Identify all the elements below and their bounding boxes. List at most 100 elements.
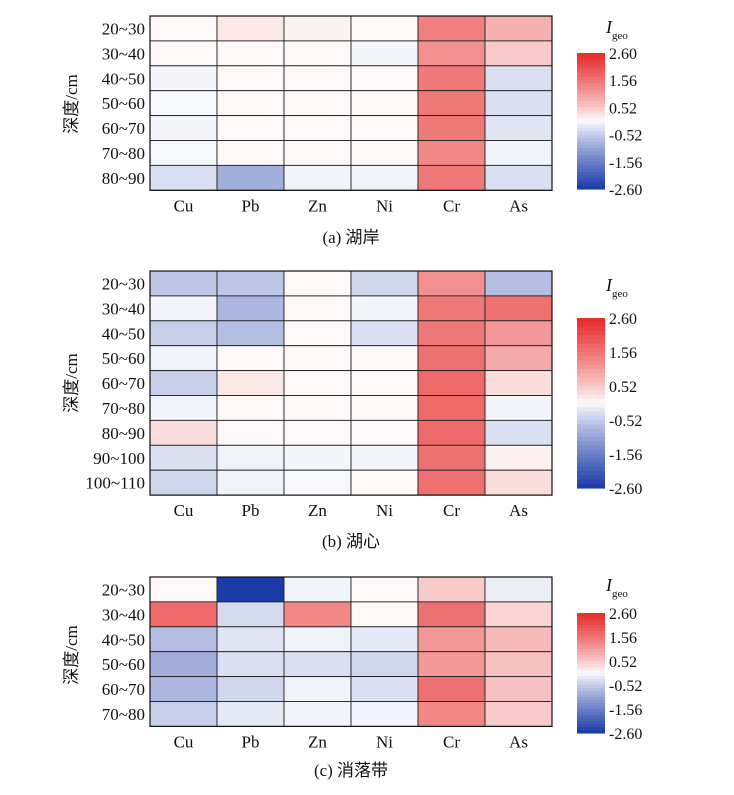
colorbar-step — [577, 148, 605, 153]
heatmap-cell — [283, 395, 352, 421]
colorbar-step — [577, 667, 605, 671]
column-label: Ni — [376, 501, 393, 520]
column-label: Pb — [242, 196, 260, 215]
colorbar-step — [577, 124, 605, 129]
heatmap-cell — [216, 115, 285, 141]
heatmap-cell — [350, 115, 419, 141]
colorbar-tick-label: 1.56 — [609, 73, 637, 90]
colorbar-step — [577, 643, 605, 647]
heatmap-cell — [283, 444, 352, 471]
heatmap-cell — [484, 140, 553, 166]
colorbar-step — [577, 117, 605, 122]
colorbar-step — [577, 483, 605, 489]
row-label: 40~50 — [102, 630, 145, 649]
heatmap-cell — [283, 345, 352, 372]
colorbar-tick-label: 1.56 — [609, 630, 637, 647]
heatmap-cell — [417, 469, 486, 496]
row-label: 60~70 — [102, 119, 145, 138]
colorbar-step — [577, 100, 605, 105]
colorbar-tick-label: 2.60 — [609, 46, 637, 63]
heatmap-cell — [417, 651, 486, 678]
colorbar-step — [577, 121, 605, 125]
panel-caption: (a) 湖岸 — [322, 228, 379, 247]
heatmap-cell — [283, 469, 352, 496]
column-label: As — [509, 732, 528, 751]
heatmap-cell — [484, 419, 553, 446]
colorbar-step — [577, 360, 605, 366]
colorbar-tick-label: 0.52 — [609, 100, 637, 117]
heatmap-cell — [149, 140, 218, 166]
heatmap-cell — [417, 576, 486, 603]
colorbar-step — [577, 93, 605, 98]
colorbar-step — [577, 104, 605, 108]
heatmap-border — [149, 270, 553, 496]
colorbar-title-main: I — [605, 275, 613, 295]
colorbar-step — [577, 386, 605, 391]
colorbar-step — [577, 449, 605, 455]
heatmap-cell — [417, 701, 486, 727]
heatmap-cell — [417, 40, 486, 67]
colorbar-step — [577, 411, 605, 417]
colorbar-step — [577, 441, 605, 447]
row-label: 100~110 — [85, 474, 145, 493]
colorbar-step — [577, 343, 605, 349]
heatmap-cell — [484, 115, 553, 141]
colorbar-step — [577, 661, 605, 665]
colorbar-step — [577, 335, 605, 340]
colorbar-tick-label: 2.60 — [609, 311, 637, 328]
heatmap-cell — [216, 40, 285, 67]
colorbar-step — [577, 454, 605, 459]
heatmap-cell — [216, 395, 285, 421]
colorbar-tick-label: -1.56 — [609, 447, 642, 464]
colorbar-step — [577, 352, 605, 357]
heatmap-cell — [350, 601, 419, 628]
heatmap-cell — [149, 701, 218, 727]
heatmap-cell — [149, 419, 218, 446]
heatmap-cell — [216, 576, 285, 603]
heatmap-cell — [149, 345, 218, 372]
panel-caption: (b) 湖心 — [322, 532, 380, 551]
colorbar-step — [577, 66, 605, 71]
heatmap-cell — [417, 164, 486, 191]
colorbar-step — [577, 625, 605, 629]
heatmap-cell — [484, 370, 553, 396]
heatmap-cell — [350, 295, 419, 322]
colorbar-step — [577, 658, 605, 662]
heatmap-cell — [484, 345, 553, 372]
row-label: 80~90 — [102, 424, 145, 443]
colorbar-step — [577, 339, 605, 345]
colorbar-tick-label: 0.52 — [609, 379, 637, 396]
colorbar-step — [577, 326, 605, 332]
colorbar-step — [577, 432, 605, 438]
heatmap-cell — [216, 370, 285, 396]
colorbar-tick-label: -2.60 — [609, 481, 642, 498]
row-label: 70~80 — [102, 705, 145, 724]
heatmap-cell — [417, 140, 486, 166]
colorbar-step — [577, 172, 605, 176]
heatmap-cell — [149, 469, 218, 496]
colorbar-step — [577, 462, 605, 468]
colorbar-step — [577, 168, 605, 173]
heatmap-cell — [417, 626, 486, 653]
colorbar-tick-label: -0.52 — [609, 413, 642, 430]
colorbar-step — [577, 127, 605, 132]
column-label: Cr — [443, 732, 460, 751]
colorbar-step — [577, 369, 605, 374]
colorbar-step — [577, 178, 605, 183]
colorbar: 2.60 1.56 0.52 -0.52 -1.56 -2.60 Igeo — [577, 275, 642, 498]
heatmap-cell — [149, 651, 218, 678]
colorbar-step — [577, 445, 605, 451]
heatmap-cell — [283, 320, 352, 347]
colorbar-step — [577, 646, 605, 650]
heatmap-cell — [216, 65, 285, 92]
row-label: 60~70 — [102, 680, 145, 699]
heatmap-cell — [149, 370, 218, 396]
colorbar-step — [577, 466, 605, 472]
column-label: As — [509, 501, 528, 520]
colorbar-step — [577, 87, 605, 91]
y-axis-label: 深度/cm — [62, 74, 81, 134]
colorbar-step — [577, 637, 605, 641]
colorbar-step — [577, 155, 605, 159]
colorbar-step — [577, 721, 605, 725]
